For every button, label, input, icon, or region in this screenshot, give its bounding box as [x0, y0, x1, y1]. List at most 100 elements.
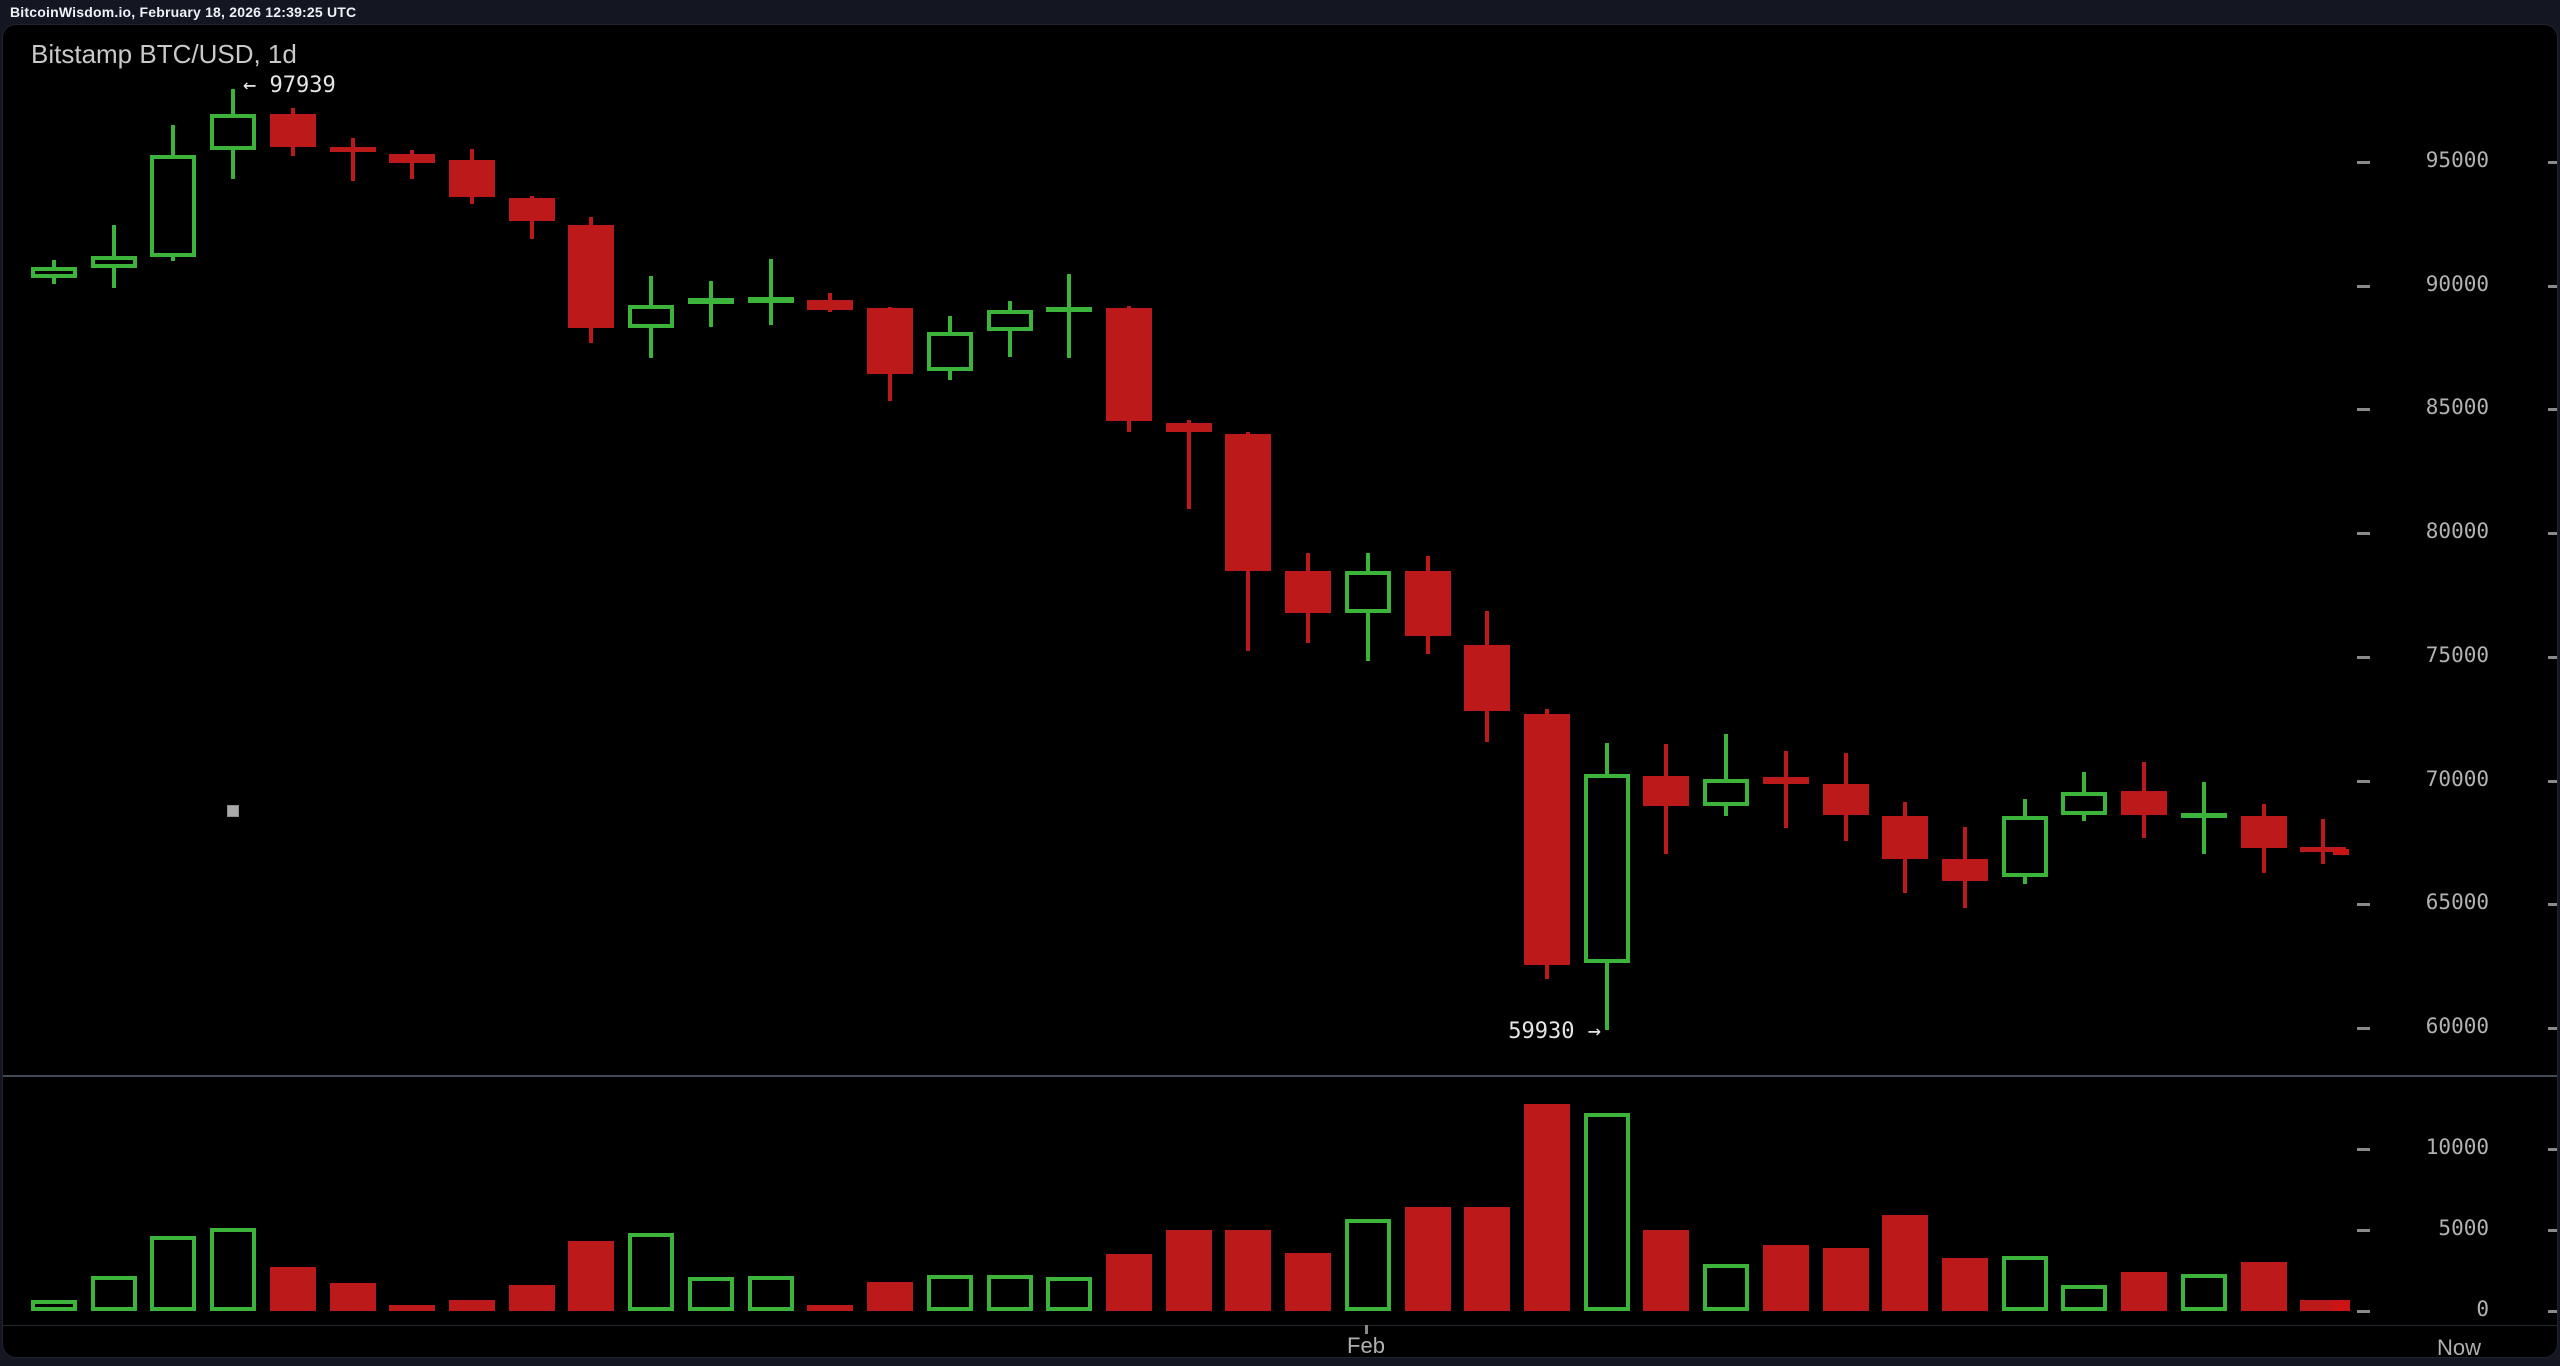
volume-bar[interactable]	[2180, 1273, 2227, 1311]
candle[interactable]	[1464, 645, 1511, 712]
candle-wick[interactable]	[2321, 819, 2326, 865]
price-axis-label: 60000	[2425, 1013, 2489, 1038]
volume-bar[interactable]	[1404, 1207, 1451, 1311]
volume-bar[interactable]	[1105, 1254, 1152, 1311]
volume-bar[interactable]	[90, 1276, 137, 1311]
volume-bar[interactable]	[2300, 1299, 2347, 1311]
candle-wick[interactable]	[2201, 781, 2206, 855]
candle[interactable]	[2240, 815, 2287, 848]
volume-bar[interactable]	[1703, 1264, 1750, 1311]
candle-wick[interactable]	[768, 259, 773, 326]
candle[interactable]	[389, 154, 436, 163]
volume-bar[interactable]	[1464, 1207, 1511, 1311]
candle[interactable]	[1822, 783, 1869, 815]
volume-bar[interactable]	[1046, 1276, 1093, 1311]
low-annotation: 59930 →	[1508, 1019, 1601, 1044]
candle[interactable]	[2180, 812, 2227, 818]
volume-bar[interactable]	[329, 1283, 376, 1311]
candle[interactable]	[31, 266, 77, 278]
volume-bar[interactable]	[1165, 1230, 1212, 1311]
candle-wick[interactable]	[1783, 751, 1788, 828]
candle[interactable]	[807, 300, 854, 311]
candle[interactable]	[1344, 570, 1391, 613]
volume-bar[interactable]	[747, 1276, 794, 1311]
volume-bar[interactable]	[449, 1299, 496, 1311]
volume-bar[interactable]	[1882, 1215, 1929, 1311]
candle[interactable]	[1882, 815, 1929, 860]
candle[interactable]	[1583, 774, 1630, 964]
volume-bar[interactable]	[508, 1285, 555, 1311]
candle[interactable]	[1762, 777, 1809, 784]
candle[interactable]	[1703, 779, 1750, 807]
feb-tick-mark	[1365, 1325, 1368, 1334]
candle[interactable]	[1524, 713, 1570, 966]
candle[interactable]	[1105, 307, 1152, 422]
volume-bar[interactable]	[2001, 1255, 2048, 1311]
top-status-bar: BitcoinWisdom.io, February 18, 2026 12:3…	[0, 0, 2560, 24]
volume-bar[interactable]	[269, 1267, 316, 1311]
chart-panel[interactable]: Bitstamp BTC/USD, 1d ← 97939 59930 → Feb…	[2, 24, 2558, 1358]
volume-tick-right	[2548, 1310, 2557, 1313]
candle[interactable]	[2121, 790, 2168, 815]
volume-bar[interactable]	[1583, 1113, 1630, 1311]
candle[interactable]	[2001, 815, 2048, 877]
candle[interactable]	[1165, 422, 1212, 432]
volume-bar[interactable]	[1225, 1230, 1272, 1311]
candle-wick[interactable]	[1067, 274, 1072, 358]
volume-bar[interactable]	[2121, 1272, 2168, 1311]
candle[interactable]	[687, 298, 734, 305]
candle[interactable]	[628, 305, 675, 329]
candle-wick[interactable]	[410, 150, 415, 180]
volume-bar[interactable]	[926, 1275, 973, 1311]
candle-wick[interactable]	[1724, 733, 1729, 816]
volume-bar[interactable]	[1643, 1230, 1690, 1311]
price-tick-left	[2357, 408, 2370, 412]
volume-bar[interactable]	[568, 1241, 615, 1311]
candle[interactable]	[1643, 776, 1690, 807]
candle[interactable]	[1225, 433, 1272, 571]
candle[interactable]	[747, 297, 794, 303]
volume-bar[interactable]	[867, 1281, 914, 1311]
candle[interactable]	[2300, 847, 2347, 853]
candle[interactable]	[449, 160, 496, 197]
candle[interactable]	[150, 155, 197, 257]
price-tick-right	[2548, 284, 2557, 288]
volume-bar[interactable]	[150, 1235, 197, 1311]
candle[interactable]	[90, 256, 137, 268]
volume-bar[interactable]	[628, 1233, 675, 1311]
volume-bar[interactable]	[1524, 1103, 1570, 1311]
volume-bar[interactable]	[2240, 1262, 2287, 1311]
candle[interactable]	[2061, 791, 2108, 815]
candle[interactable]	[1404, 570, 1451, 637]
candle[interactable]	[926, 331, 973, 372]
candle[interactable]	[210, 113, 257, 151]
volume-bar[interactable]	[807, 1304, 854, 1311]
volume-bar[interactable]	[687, 1276, 734, 1311]
candle[interactable]	[508, 197, 555, 222]
candle[interactable]	[329, 146, 376, 152]
volume-bar[interactable]	[986, 1275, 1033, 1311]
volume-bar[interactable]	[210, 1228, 257, 1311]
volume-bar[interactable]	[1822, 1247, 1869, 1311]
candle-wick[interactable]	[1186, 420, 1191, 510]
candle[interactable]	[1942, 859, 1989, 882]
volume-bar[interactable]	[1762, 1244, 1809, 1311]
candle[interactable]	[1285, 570, 1332, 613]
candle[interactable]	[269, 113, 316, 147]
candle[interactable]	[568, 225, 615, 329]
candle[interactable]	[867, 308, 914, 374]
volume-bar[interactable]	[2061, 1285, 2108, 1311]
candle[interactable]	[986, 310, 1033, 331]
volume-bar[interactable]	[389, 1304, 436, 1311]
price-tick-left	[2357, 532, 2370, 536]
volume-tick-left	[2357, 1310, 2370, 1313]
price-tick-left	[2357, 161, 2370, 164]
volume-bar[interactable]	[1344, 1218, 1391, 1311]
price-tick-right	[2548, 532, 2557, 536]
volume-bar[interactable]	[31, 1299, 77, 1311]
candle[interactable]	[1046, 307, 1093, 313]
price-axis-label: 75000	[2425, 642, 2489, 667]
volume-bar[interactable]	[1285, 1252, 1332, 1311]
candle-wick[interactable]	[350, 137, 355, 182]
volume-bar[interactable]	[1942, 1257, 1989, 1311]
